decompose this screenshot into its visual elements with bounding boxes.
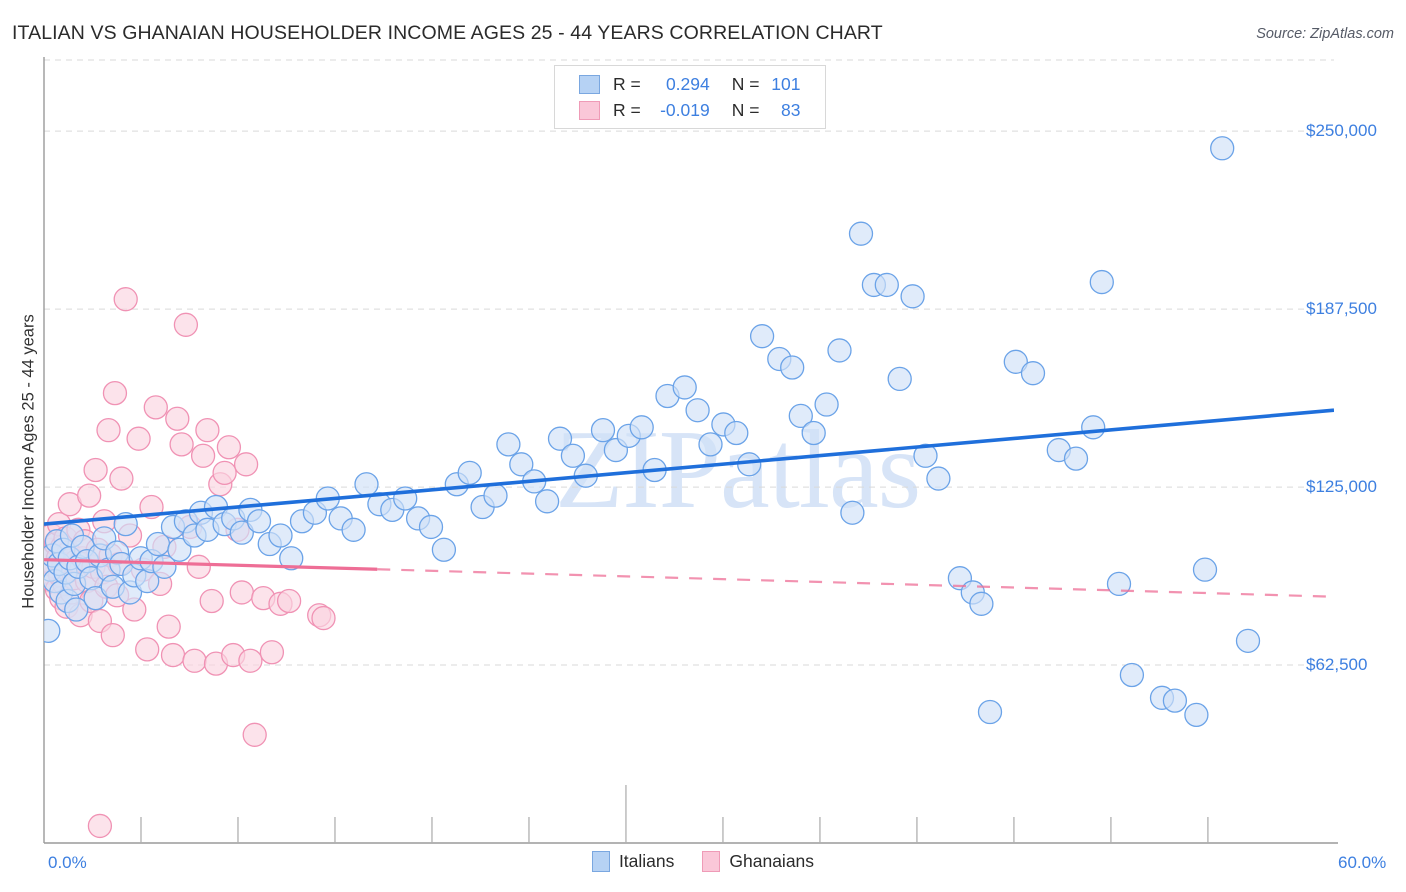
y-axis-tick-label: $187,500 bbox=[1306, 299, 1377, 319]
legend-swatch-ghanaians-icon bbox=[702, 851, 721, 872]
trendline-italians bbox=[44, 408, 1334, 526]
n-label-italians: N = bbox=[731, 73, 760, 94]
source-attribution: Source: ZipAtlas.com bbox=[1256, 26, 1394, 42]
statistics-legend: R = 0.294 N = 101 R = -0.019 N = 83 bbox=[554, 65, 826, 129]
axis-lines bbox=[43, 57, 1338, 844]
r-label-italians: R = bbox=[613, 73, 641, 94]
legend-swatch-italians-icon bbox=[591, 851, 610, 872]
y-axis-tick-label: $250,000 bbox=[1306, 121, 1377, 141]
n-label-ghanaians: N = bbox=[731, 99, 760, 120]
r-value-ghanaians: -0.019 bbox=[660, 99, 710, 120]
page-title: ITALIAN VS GHANAIAN HOUSEHOLDER INCOME A… bbox=[12, 22, 883, 44]
x-axis-label-min: 0.0% bbox=[48, 853, 87, 872]
n-value-italians: 101 bbox=[771, 73, 801, 94]
r-value-italians: 0.294 bbox=[665, 73, 710, 94]
stat-row-italians: R = 0.294 N = 101 bbox=[555, 71, 825, 97]
series-legend: Italians Ghanaians bbox=[0, 851, 1406, 872]
swatch-ghanaians-icon bbox=[579, 100, 600, 120]
n-value-ghanaians: 83 bbox=[781, 99, 801, 120]
legend-item-italians[interactable]: Italians bbox=[591, 851, 675, 872]
r-label-ghanaians: R = bbox=[613, 99, 641, 120]
y-axis-tick-label: $125,000 bbox=[1306, 477, 1377, 497]
gridlines bbox=[44, 59, 1334, 666]
legend-label-italians: Italians bbox=[618, 851, 675, 871]
swatch-italians-icon bbox=[579, 74, 600, 94]
trendline-ghanaians bbox=[44, 558, 1334, 598]
legend-label-ghanaians: Ghanaians bbox=[729, 851, 815, 871]
legend-item-ghanaians[interactable]: Ghanaians bbox=[702, 851, 814, 872]
x-axis-label-max: 60.0% bbox=[1338, 853, 1387, 872]
stat-row-ghanaians: R = -0.019 N = 83 bbox=[555, 97, 825, 123]
y-axis-tick-label: $62,500 bbox=[1306, 655, 1368, 675]
x-axis-ticks bbox=[140, 785, 1209, 843]
